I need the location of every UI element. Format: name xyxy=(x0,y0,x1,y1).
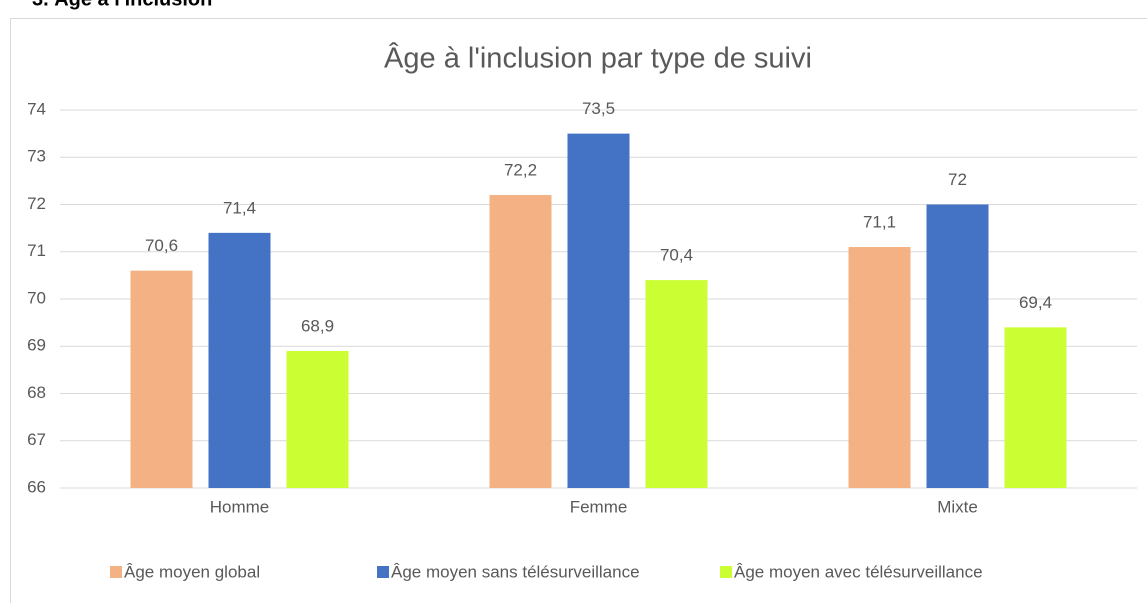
legend-swatch xyxy=(110,566,122,578)
legend-label: Âge moyen global xyxy=(124,562,260,581)
bar xyxy=(208,232,271,488)
data-label: 68,9 xyxy=(301,316,334,335)
data-label: 71,1 xyxy=(863,213,896,232)
bar xyxy=(286,350,349,488)
bar xyxy=(926,204,989,488)
bar xyxy=(489,195,552,489)
y-tick-label: 70 xyxy=(27,288,46,307)
y-tick-label: 73 xyxy=(27,147,46,166)
section-heading: 3. Âge à l'inclusion xyxy=(32,0,212,10)
y-tick-label: 74 xyxy=(27,99,46,118)
x-tick-label: Mixte xyxy=(937,497,978,516)
bar xyxy=(848,247,911,488)
data-label: 72 xyxy=(948,170,967,189)
bar xyxy=(1004,327,1067,488)
data-label: 70,6 xyxy=(145,236,178,255)
bar xyxy=(130,270,193,488)
x-tick-label: Femme xyxy=(570,497,628,516)
bar xyxy=(567,133,630,488)
data-label: 72,2 xyxy=(504,161,537,180)
legend-swatch xyxy=(377,566,389,578)
y-tick-label: 66 xyxy=(27,477,46,496)
data-label: 71,4 xyxy=(223,198,256,217)
legend-swatch xyxy=(720,566,732,578)
y-tick-label: 72 xyxy=(27,194,46,213)
legend-label: Âge moyen avec télésurveillance xyxy=(734,562,983,581)
y-tick-label: 67 xyxy=(27,430,46,449)
y-tick-label: 68 xyxy=(27,383,46,402)
chart-title: Âge à l'inclusion par type de suivi xyxy=(384,42,812,75)
x-tick-label: Homme xyxy=(210,497,270,516)
data-label: 73,5 xyxy=(582,99,615,118)
data-label: 69,4 xyxy=(1019,293,1052,312)
y-tick-label: 71 xyxy=(27,241,46,260)
data-label: 70,4 xyxy=(660,246,693,265)
legend-label: Âge moyen sans télésurveillance xyxy=(391,562,640,581)
bar xyxy=(645,280,708,488)
y-tick-label: 69 xyxy=(27,336,46,355)
